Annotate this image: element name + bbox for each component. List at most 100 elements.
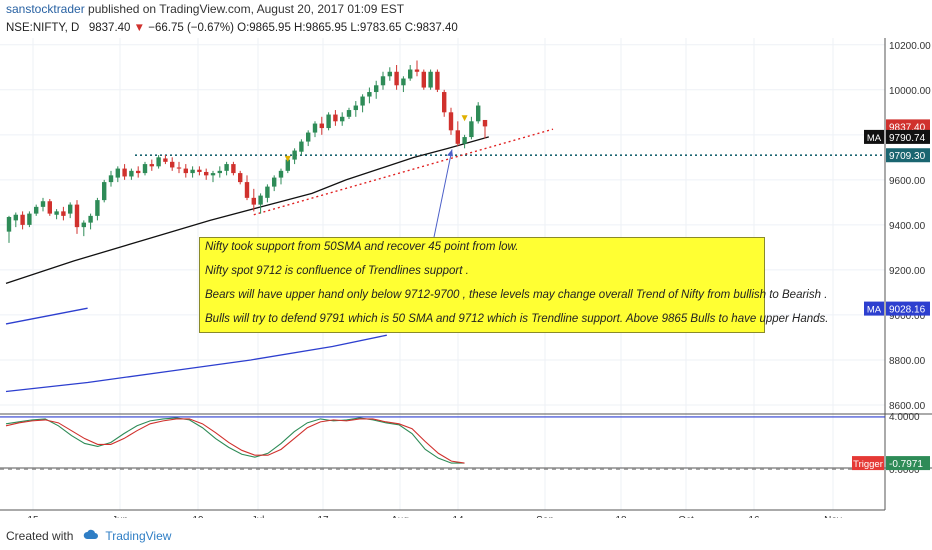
candle <box>54 211 59 215</box>
cloud-icon[interactable] <box>83 529 99 543</box>
created-with-label: Created with <box>6 529 74 543</box>
x-tick-label: Jun <box>112 515 128 518</box>
analysis-note[interactable]: Nifty took support from 50SMA and recove… <box>199 237 829 333</box>
candle <box>34 206 39 214</box>
candle <box>421 71 426 88</box>
published-text: published on TradingView.com, August 20,… <box>88 2 405 16</box>
y-tick-label: 10000.00 <box>889 86 931 97</box>
candle <box>170 161 175 168</box>
note-line: Nifty spot 9712 is confluence of Trendli… <box>205 265 469 277</box>
osc-value-label <box>886 456 930 471</box>
candle <box>183 168 188 174</box>
candle <box>306 132 311 142</box>
candle <box>238 173 243 183</box>
symbol-name[interactable]: NSE:NIFTY, D <box>6 22 80 34</box>
x-tick-label: Sep <box>536 515 554 518</box>
candle <box>299 141 304 152</box>
y-tick-label: 9600.00 <box>889 176 926 187</box>
candle <box>278 170 284 178</box>
osc-y-tick-label: 0.0000 <box>889 465 920 476</box>
note-line: Bulls will try to defend 9791 which is 5… <box>205 313 829 325</box>
candle <box>251 197 256 205</box>
open-value: O:9865.95 <box>237 22 291 34</box>
down-arrow-icon: ▼ <box>133 22 146 34</box>
candle <box>394 71 399 86</box>
candle <box>326 114 331 129</box>
price-change: −66.75 (−0.67%) <box>148 22 234 34</box>
candle <box>68 204 73 214</box>
price-label-text: 9837.40 <box>889 122 926 133</box>
candle <box>176 167 182 169</box>
candle <box>353 105 358 111</box>
trendline <box>253 128 554 216</box>
candle <box>61 211 66 216</box>
x-tick-label: Oct <box>678 515 694 518</box>
y-tick-label: 8800.00 <box>889 356 926 367</box>
oscillator-line <box>5 418 465 464</box>
ma-tag-label: MA <box>867 305 882 316</box>
candle <box>115 168 120 178</box>
candle <box>20 214 25 225</box>
ma-tag <box>864 301 884 316</box>
note-line: Bears will have upper hand only below 97… <box>205 289 828 301</box>
footer: Created with TradingView <box>6 529 171 543</box>
candle <box>340 116 345 122</box>
candle <box>442 92 447 113</box>
candle <box>448 112 454 131</box>
y-tick-label: 10200.00 <box>889 41 931 52</box>
candle <box>95 200 100 216</box>
close-value: C:9837.40 <box>404 22 458 34</box>
price-label <box>886 129 930 144</box>
candle <box>81 222 86 228</box>
x-tick-label: 19 <box>192 515 204 518</box>
annotation-arrowhead <box>447 149 453 157</box>
trigger-tag <box>852 456 884 471</box>
candle <box>74 204 80 228</box>
candle <box>6 216 12 232</box>
ma-tag <box>864 129 884 144</box>
candle <box>27 213 32 225</box>
price-label <box>886 119 930 134</box>
x-tick-label: 16 <box>748 515 760 518</box>
x-tick-label: Jul <box>252 515 265 518</box>
candle <box>428 71 433 88</box>
blue-ma-line <box>5 334 387 393</box>
candle <box>360 96 365 106</box>
x-tick-label: 18 <box>615 515 627 518</box>
candle <box>40 201 46 207</box>
candle <box>122 168 127 177</box>
candle <box>88 215 93 223</box>
y-tick-label: 8600.00 <box>889 401 926 412</box>
candle <box>387 71 392 77</box>
candle <box>374 85 379 93</box>
candle <box>244 182 250 198</box>
oscillator-line <box>5 417 465 464</box>
candle <box>108 175 114 183</box>
price-label-text: 9709.30 <box>889 151 926 162</box>
x-tick-label: 14 <box>452 515 464 518</box>
price-label <box>886 148 930 163</box>
y-tick-label: 9200.00 <box>889 266 926 277</box>
blue-ma-line <box>5 307 88 325</box>
candle <box>285 159 290 171</box>
candle <box>414 69 420 72</box>
candle <box>163 158 168 162</box>
tradingview-brand[interactable]: TradingView <box>105 529 172 543</box>
x-tick-label: 17 <box>317 515 329 518</box>
candle <box>190 169 195 174</box>
author-link[interactable]: sanstocktrader <box>6 2 85 16</box>
candle <box>367 92 372 97</box>
candle <box>455 130 460 144</box>
candle <box>401 78 406 86</box>
marker-icon <box>461 115 468 122</box>
candle <box>333 114 338 122</box>
candle <box>231 164 236 174</box>
candle <box>136 170 141 174</box>
last-price: 9837.40 <box>88 22 131 34</box>
candle <box>265 186 270 198</box>
publish-header: sanstocktrader published on TradingView.… <box>6 2 404 16</box>
candle <box>197 169 202 172</box>
osc-y-tick-label: 4.0000 <box>889 412 920 423</box>
x-tick-label: Aug <box>391 515 409 518</box>
high-value: H:9865.95 <box>294 22 348 34</box>
